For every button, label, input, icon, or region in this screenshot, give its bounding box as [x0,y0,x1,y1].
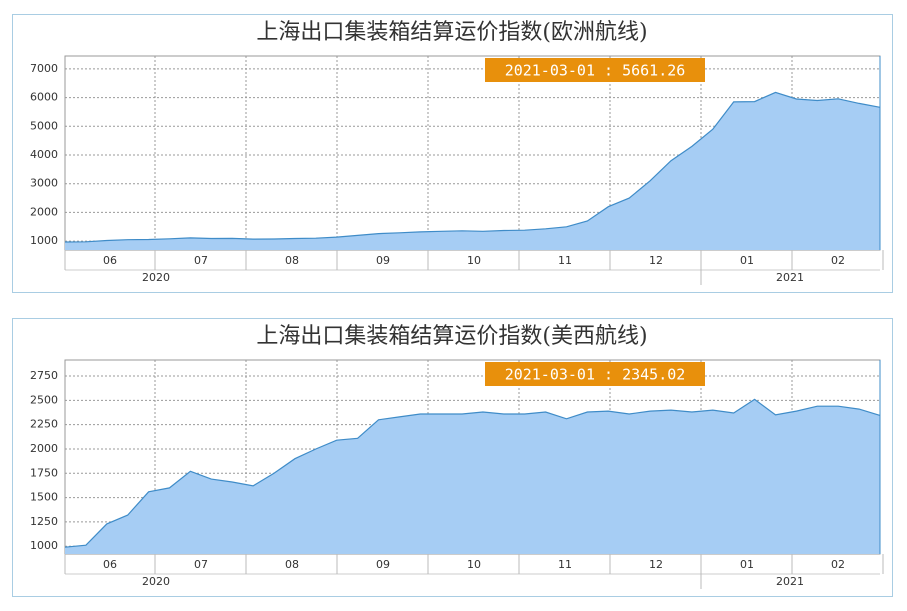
year-label: 2020 [142,575,170,588]
chart-title: 上海出口集装箱结算运价指数(欧洲航线) [256,20,647,45]
year-label: 2021 [776,271,804,284]
y-tick-label: 7000 [30,62,58,75]
y-tick-label: 1750 [30,466,58,479]
x-tick-label: 09 [376,558,390,571]
x-tick-label: 08 [285,254,299,267]
chart-title: 上海出口集装箱结算运价指数(美西航线) [256,324,647,349]
area [65,92,880,251]
y-tick-label: 3000 [30,177,58,190]
y-tick-label: 4000 [30,148,58,161]
x-tick-label: 07 [194,558,208,571]
y-tick-label: 2000 [30,205,58,218]
y-tick-label: 2000 [30,442,58,455]
x-tick-label: 12 [649,558,663,571]
x-tick-label: 10 [467,558,481,571]
x-tick-label: 07 [194,254,208,267]
x-tick-label: 01 [740,558,754,571]
x-tick-label: 10 [467,254,481,267]
y-tick-label: 2250 [30,418,58,431]
year-label: 2020 [142,271,170,284]
y-tick-label: 6000 [30,91,58,104]
x-tick-label: 02 [831,558,845,571]
x-tick-label: 11 [558,254,572,267]
x-tick-label: 09 [376,254,390,267]
x-tick-label: 01 [740,254,754,267]
y-tick-label: 2750 [30,369,58,382]
annotation-box [485,58,705,82]
x-tick-label: 02 [831,254,845,267]
y-tick-label: 1000 [30,234,58,247]
y-tick-label: 1500 [30,491,58,504]
y-tick-label: 2500 [30,393,58,406]
x-tick-label: 06 [103,558,117,571]
line [64,398,881,548]
y-tick-label: 1000 [30,539,58,552]
annotation: 2021-03-01 : 2345.02 [505,366,686,384]
x-tick-label: 06 [103,254,117,267]
x-tick-label: 12 [649,254,663,267]
annotation: 2021-03-01 : 5661.26 [505,62,686,80]
year-label: 2021 [776,575,804,588]
y-tick-label: 5000 [30,119,58,132]
x-tick-label: 11 [558,558,572,571]
x-tick-label: 08 [285,558,299,571]
annotation-box [485,362,705,386]
area [65,399,880,554]
line [64,91,881,243]
y-tick-label: 1250 [30,515,58,528]
